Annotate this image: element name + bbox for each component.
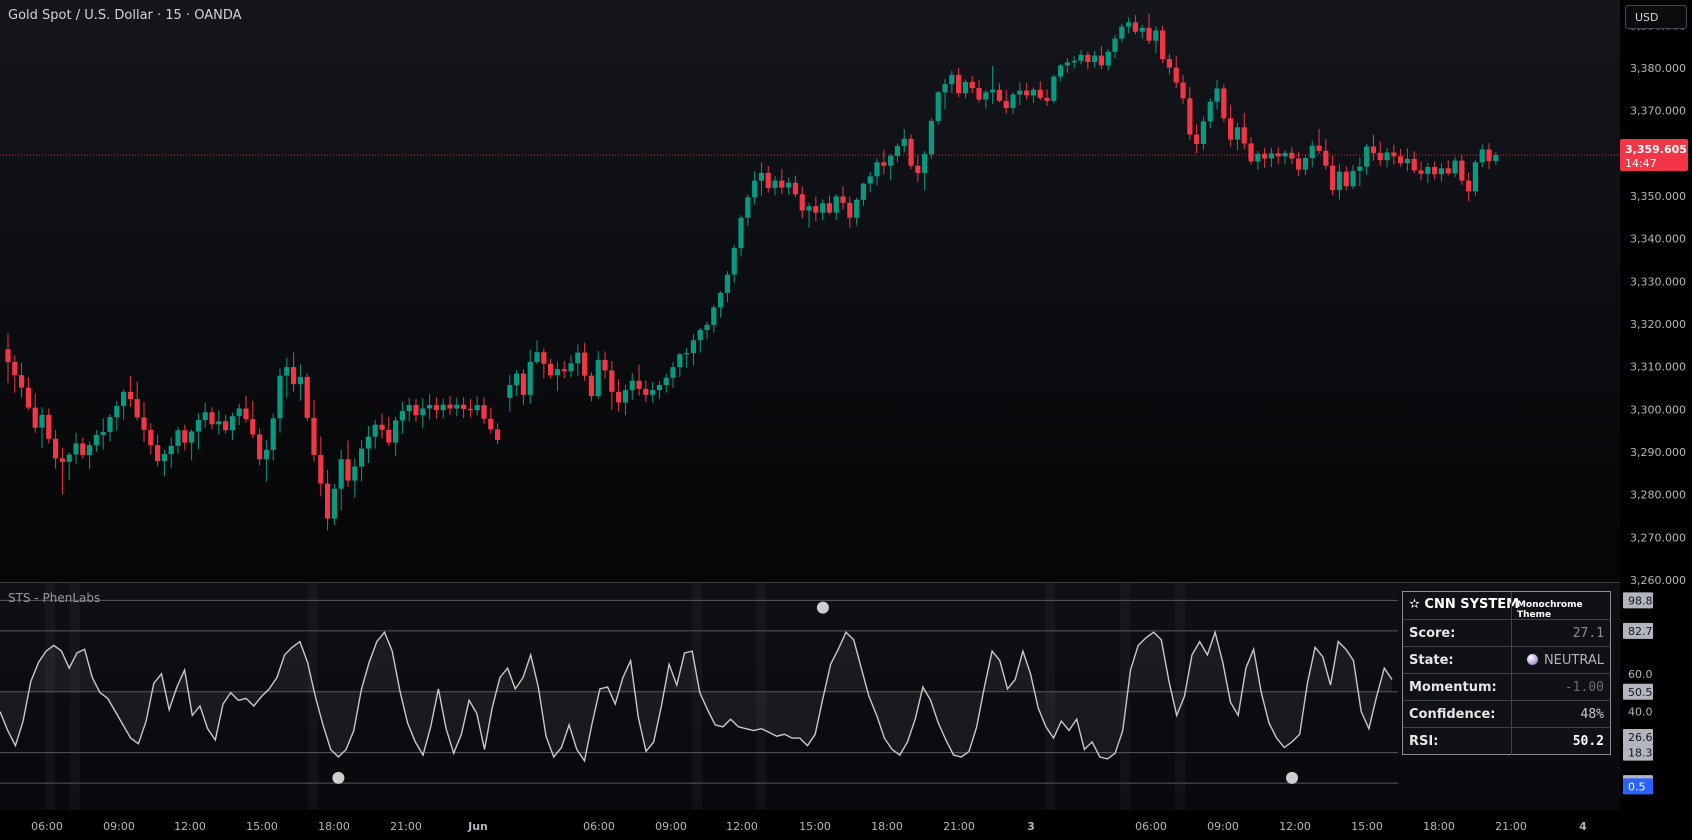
cnn-row-momentum: Momentum: -1.00 xyxy=(1403,673,1610,701)
price-axis[interactable] xyxy=(1620,0,1692,810)
indicator-pane[interactable] xyxy=(0,583,1620,810)
cnn-theme: Monochrome Theme xyxy=(1517,600,1583,620)
cnn-row-value: -1.00 xyxy=(1564,680,1604,695)
cnn-row-rsi: RSI: 50.2 xyxy=(1403,727,1610,755)
cnn-row-state: State: NEUTRAL xyxy=(1403,646,1610,674)
neutral-dot-icon xyxy=(1526,654,1538,665)
cnn-row-label: Confidence: xyxy=(1409,707,1496,722)
cnn-row-value: NEUTRAL xyxy=(1526,653,1604,668)
cnn-row-value: 27.1 xyxy=(1572,626,1604,641)
cnn-system-table: ✫ CNN SYSTEM Monochrome Theme Score: 27.… xyxy=(1402,591,1611,755)
cnn-row-value: 48% xyxy=(1580,707,1604,722)
cnn-row-label: Momentum: xyxy=(1409,680,1497,695)
cnn-title: ✫ CNN SYSTEM xyxy=(1409,597,1520,612)
cnn-row-label: RSI: xyxy=(1409,734,1439,749)
cnn-row-confidence: Confidence: 48% xyxy=(1403,700,1610,728)
cnn-row-label: Score: xyxy=(1409,626,1456,641)
cnn-row-score: Score: 27.1 xyxy=(1403,619,1610,647)
pane-separator[interactable] xyxy=(0,582,1692,583)
cnn-row-label: State: xyxy=(1409,653,1454,668)
cnn-divider xyxy=(1511,701,1512,728)
main-price-pane[interactable] xyxy=(0,0,1620,582)
indicator-title: STS - PhenLabs xyxy=(8,591,101,605)
currency-button[interactable]: USD xyxy=(1625,5,1687,29)
cnn-table-header: ✫ CNN SYSTEM Monochrome Theme xyxy=(1403,592,1610,620)
cnn-divider xyxy=(1511,728,1512,755)
cnn-row-value: 50.2 xyxy=(1572,734,1604,749)
cnn-divider xyxy=(1511,620,1512,647)
time-axis[interactable] xyxy=(0,810,1692,840)
cnn-divider xyxy=(1511,674,1512,701)
symbol-title: Gold Spot / U.S. Dollar · 15 · OANDA xyxy=(8,8,242,23)
cnn-divider xyxy=(1511,592,1512,619)
state-text: NEUTRAL xyxy=(1543,653,1604,668)
cnn-divider xyxy=(1511,647,1512,674)
